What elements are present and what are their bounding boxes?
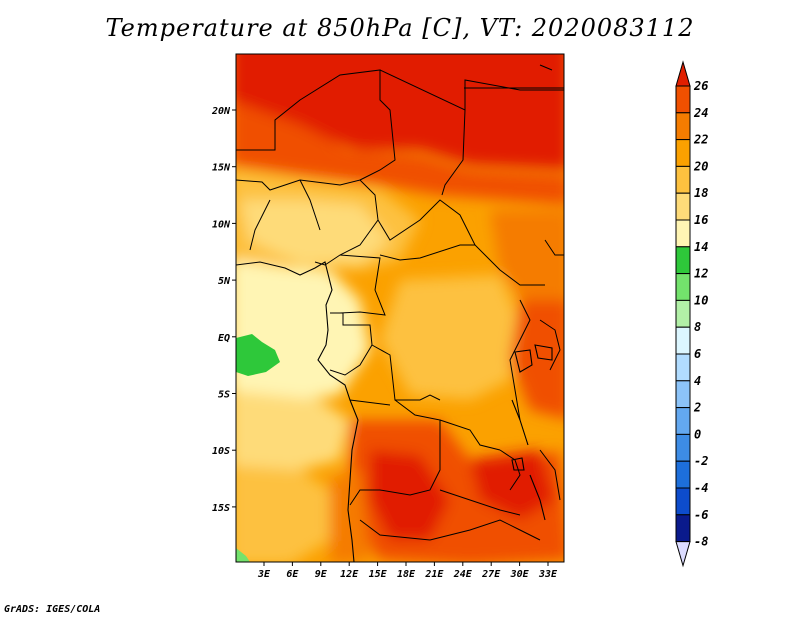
colorbar-segment [675, 299, 691, 328]
colorbar-label: 12 [694, 267, 708, 281]
lat-tick-label: 10S [212, 446, 230, 457]
colorbar-top-arrow [675, 60, 691, 87]
colorbar-label: 20 [693, 159, 708, 173]
colorbar-label: 2 [693, 401, 701, 415]
colorbar-segment [675, 165, 691, 194]
grads-credit: GrADS: IGES/COLA [4, 604, 101, 615]
colorbar-segment [675, 433, 691, 462]
lat-tick-label: 10N [212, 219, 231, 230]
coastlines [236, 64, 553, 562]
country-borders [236, 69, 564, 541]
lon-tick-label: 12E [340, 569, 359, 580]
map-title: Temperature at 850hPa [C], VT: 202008311… [105, 14, 695, 42]
colorbar-segment [675, 407, 691, 435]
lon-tick-label: 3E [257, 569, 271, 580]
lon-tick-label: 24E [453, 569, 473, 580]
lat-tick-label: EQ [218, 333, 230, 344]
colorbar-label: -6 [694, 508, 708, 522]
colorbar-label: 16 [694, 213, 708, 227]
lon-tick-label: 18E [397, 569, 416, 580]
lat-tick-label: 5S [218, 390, 230, 401]
colorbar-label: -4 [694, 481, 708, 495]
lat-tick-label: 5N [218, 276, 231, 287]
colorbar-label: 14 [694, 240, 708, 254]
colorbar-segment [675, 326, 691, 355]
colorbar-segment [675, 192, 691, 221]
lon-tick-label: 15E [369, 569, 388, 580]
colorbar-label: 0 [694, 427, 701, 441]
lon-tick-label: 9E [315, 569, 328, 580]
colorbar-segment [675, 85, 691, 114]
colorbar-label: 6 [694, 347, 701, 361]
latitude-axis: 20N 15N 10N 5N EQ 5S 10S 15S [211, 106, 236, 514]
longitude-axis: 3E 6E 9E 12E 15E 18E 21E 24E 27E 30E 33E [257, 562, 558, 580]
colorbar-segment [675, 487, 691, 516]
colorbar-segment [675, 112, 691, 141]
lon-tick-label: 6E [286, 569, 299, 580]
colorbar-segment [675, 380, 691, 409]
map-frame [235, 53, 565, 563]
colorbar-segment [675, 514, 691, 543]
colorbar-label: 24 [693, 106, 708, 120]
lon-tick-label: 33E [538, 569, 558, 580]
colorbar-label: 8 [694, 320, 701, 334]
lon-tick-label: 30E [510, 569, 530, 580]
lon-tick-label: 27E [481, 569, 501, 580]
colorbar-segment [675, 273, 691, 301]
colorbar-label: 10 [694, 293, 708, 307]
colorbar-segment [675, 246, 691, 275]
lat-tick-label: 20N [211, 106, 231, 117]
colorbar-bottom-arrow [675, 541, 691, 568]
colorbar-label: 26 [693, 79, 708, 93]
lat-tick-label: 15N [212, 163, 231, 174]
colorbar-segment [675, 460, 691, 489]
colorbar-label: -2 [694, 454, 708, 468]
colorbar-segment [675, 219, 691, 248]
colorbar-segment [675, 353, 691, 382]
colorbar-label: -8 [694, 535, 708, 549]
colorbar-label: 4 [694, 374, 701, 388]
lat-tick-label: 15S [212, 503, 230, 514]
lon-tick-label: 21E [424, 569, 444, 580]
colorbar-label: 18 [694, 186, 708, 200]
colorbar-segment [675, 139, 691, 167]
temperature-field [236, 54, 564, 562]
colorbar-label: 22 [693, 133, 708, 147]
